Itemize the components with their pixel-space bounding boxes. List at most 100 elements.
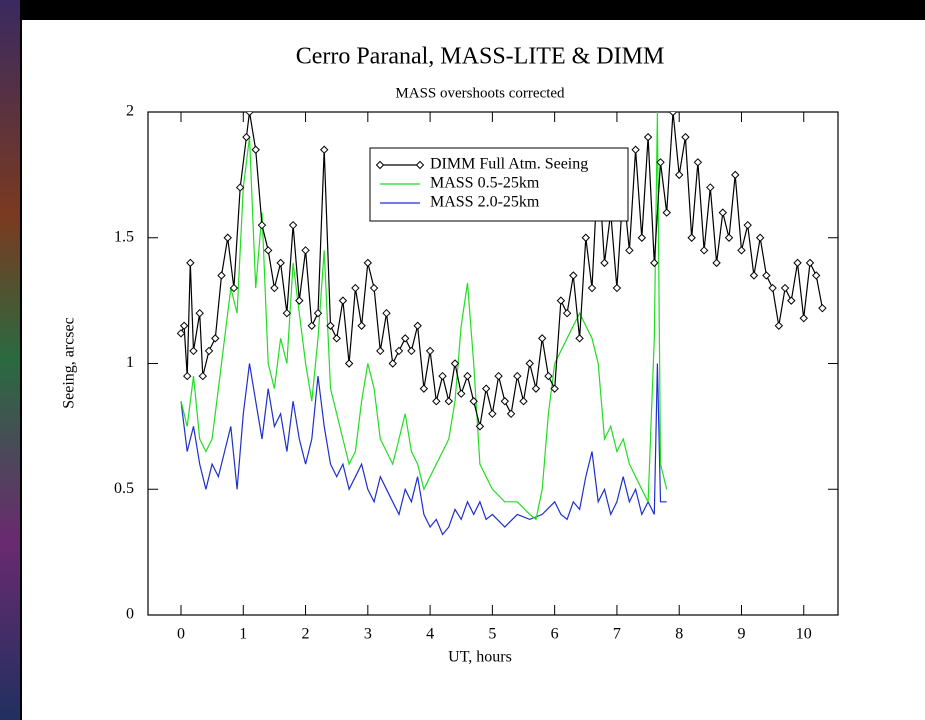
data-point (500, 397, 510, 406)
data-point (344, 359, 354, 368)
data-point (818, 303, 827, 313)
data-point (706, 183, 715, 192)
data-point (198, 371, 208, 381)
data-point (326, 321, 335, 330)
chart-subtitle: MASS overshoots corrected (395, 85, 565, 101)
data-point (506, 409, 516, 419)
legend-label: MASS 0.5-25km (430, 175, 540, 192)
data-point (425, 346, 435, 356)
data-point (674, 170, 684, 180)
data-point (179, 321, 189, 330)
x-tick-label: 2 (302, 626, 310, 643)
series-group (176, 112, 827, 536)
data-point (263, 246, 273, 255)
data-point (525, 359, 534, 368)
x-tick-label: 9 (737, 626, 745, 643)
data-point (637, 233, 647, 242)
data-point (481, 384, 491, 393)
x-tick-label: 5 (488, 626, 496, 643)
data-point (413, 321, 422, 330)
data-point (724, 233, 734, 242)
data-point (693, 158, 703, 167)
legend-label: MASS 2.0-25km (430, 194, 540, 211)
data-point (351, 283, 360, 293)
data-point (774, 321, 784, 330)
data-point (699, 246, 709, 255)
data-point (550, 384, 559, 393)
data-point (749, 271, 759, 280)
data-point (363, 258, 373, 268)
data-point (731, 170, 740, 180)
data-point (257, 220, 267, 230)
data-point (569, 271, 578, 280)
data-point (718, 208, 727, 217)
data-point (382, 308, 391, 318)
data-point (189, 346, 198, 356)
data-point (780, 283, 790, 293)
y-tick-label: 1.5 (114, 228, 134, 245)
data-point (581, 233, 590, 242)
x-tick-label: 6 (551, 626, 559, 643)
data-point (631, 145, 640, 154)
x-tick-label: 10 (796, 626, 812, 643)
legend-marker (415, 160, 425, 170)
data-point (537, 334, 547, 343)
data-point (805, 258, 815, 268)
data-point (211, 334, 220, 343)
data-point (400, 334, 410, 343)
data-point (204, 346, 214, 356)
data-point (755, 233, 765, 242)
side-image (0, 0, 20, 720)
x-tick-label: 7 (613, 626, 621, 643)
y-tick-label: 0 (126, 606, 134, 623)
data-point (332, 334, 341, 343)
data-point (388, 359, 397, 368)
data-point (276, 258, 285, 268)
data-point (737, 246, 746, 255)
x-tick-label: 8 (675, 626, 683, 643)
x-tick-label: 3 (364, 626, 372, 643)
data-point (282, 308, 292, 318)
y-axis-label: Seeing, arcsec (61, 317, 78, 409)
legend-label: DIMM Full Atm. Seeing (430, 156, 588, 173)
data-point (229, 283, 239, 293)
data-point (762, 271, 771, 280)
data-point (656, 158, 665, 167)
x-tick-label: 1 (239, 626, 247, 643)
data-point (811, 271, 821, 280)
y-tick-label: 1 (126, 354, 134, 371)
data-point (217, 271, 226, 280)
series-line (180, 363, 667, 536)
data-point (438, 371, 447, 381)
data-point (338, 296, 348, 305)
data-point (245, 112, 254, 117)
data-point (494, 371, 503, 381)
data-point (600, 258, 609, 268)
data-point (450, 359, 460, 368)
data-point (270, 283, 279, 293)
data-point (251, 145, 260, 154)
series-line (180, 112, 668, 521)
data-point (195, 308, 204, 318)
data-point (662, 208, 671, 217)
data-point (394, 346, 404, 356)
x-axis-label: UT, hours (448, 649, 512, 666)
data-point (612, 283, 622, 293)
x-tick-label: 4 (426, 626, 434, 643)
data-point (183, 371, 192, 381)
data-point (587, 283, 597, 293)
data-point (712, 258, 721, 268)
data-point (787, 296, 796, 305)
data-point (186, 258, 195, 268)
y-tick-label: 0.5 (114, 480, 134, 497)
data-point (668, 112, 678, 117)
data-point (357, 321, 366, 330)
data-point (376, 346, 385, 356)
data-point (643, 132, 653, 142)
data-point (488, 409, 497, 419)
data-point (320, 145, 329, 154)
data-point (288, 220, 298, 230)
x-tick-label: 0 (177, 626, 185, 643)
data-point (625, 246, 634, 255)
